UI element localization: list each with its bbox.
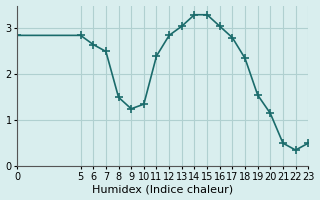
X-axis label: Humidex (Indice chaleur): Humidex (Indice chaleur) — [92, 184, 233, 194]
